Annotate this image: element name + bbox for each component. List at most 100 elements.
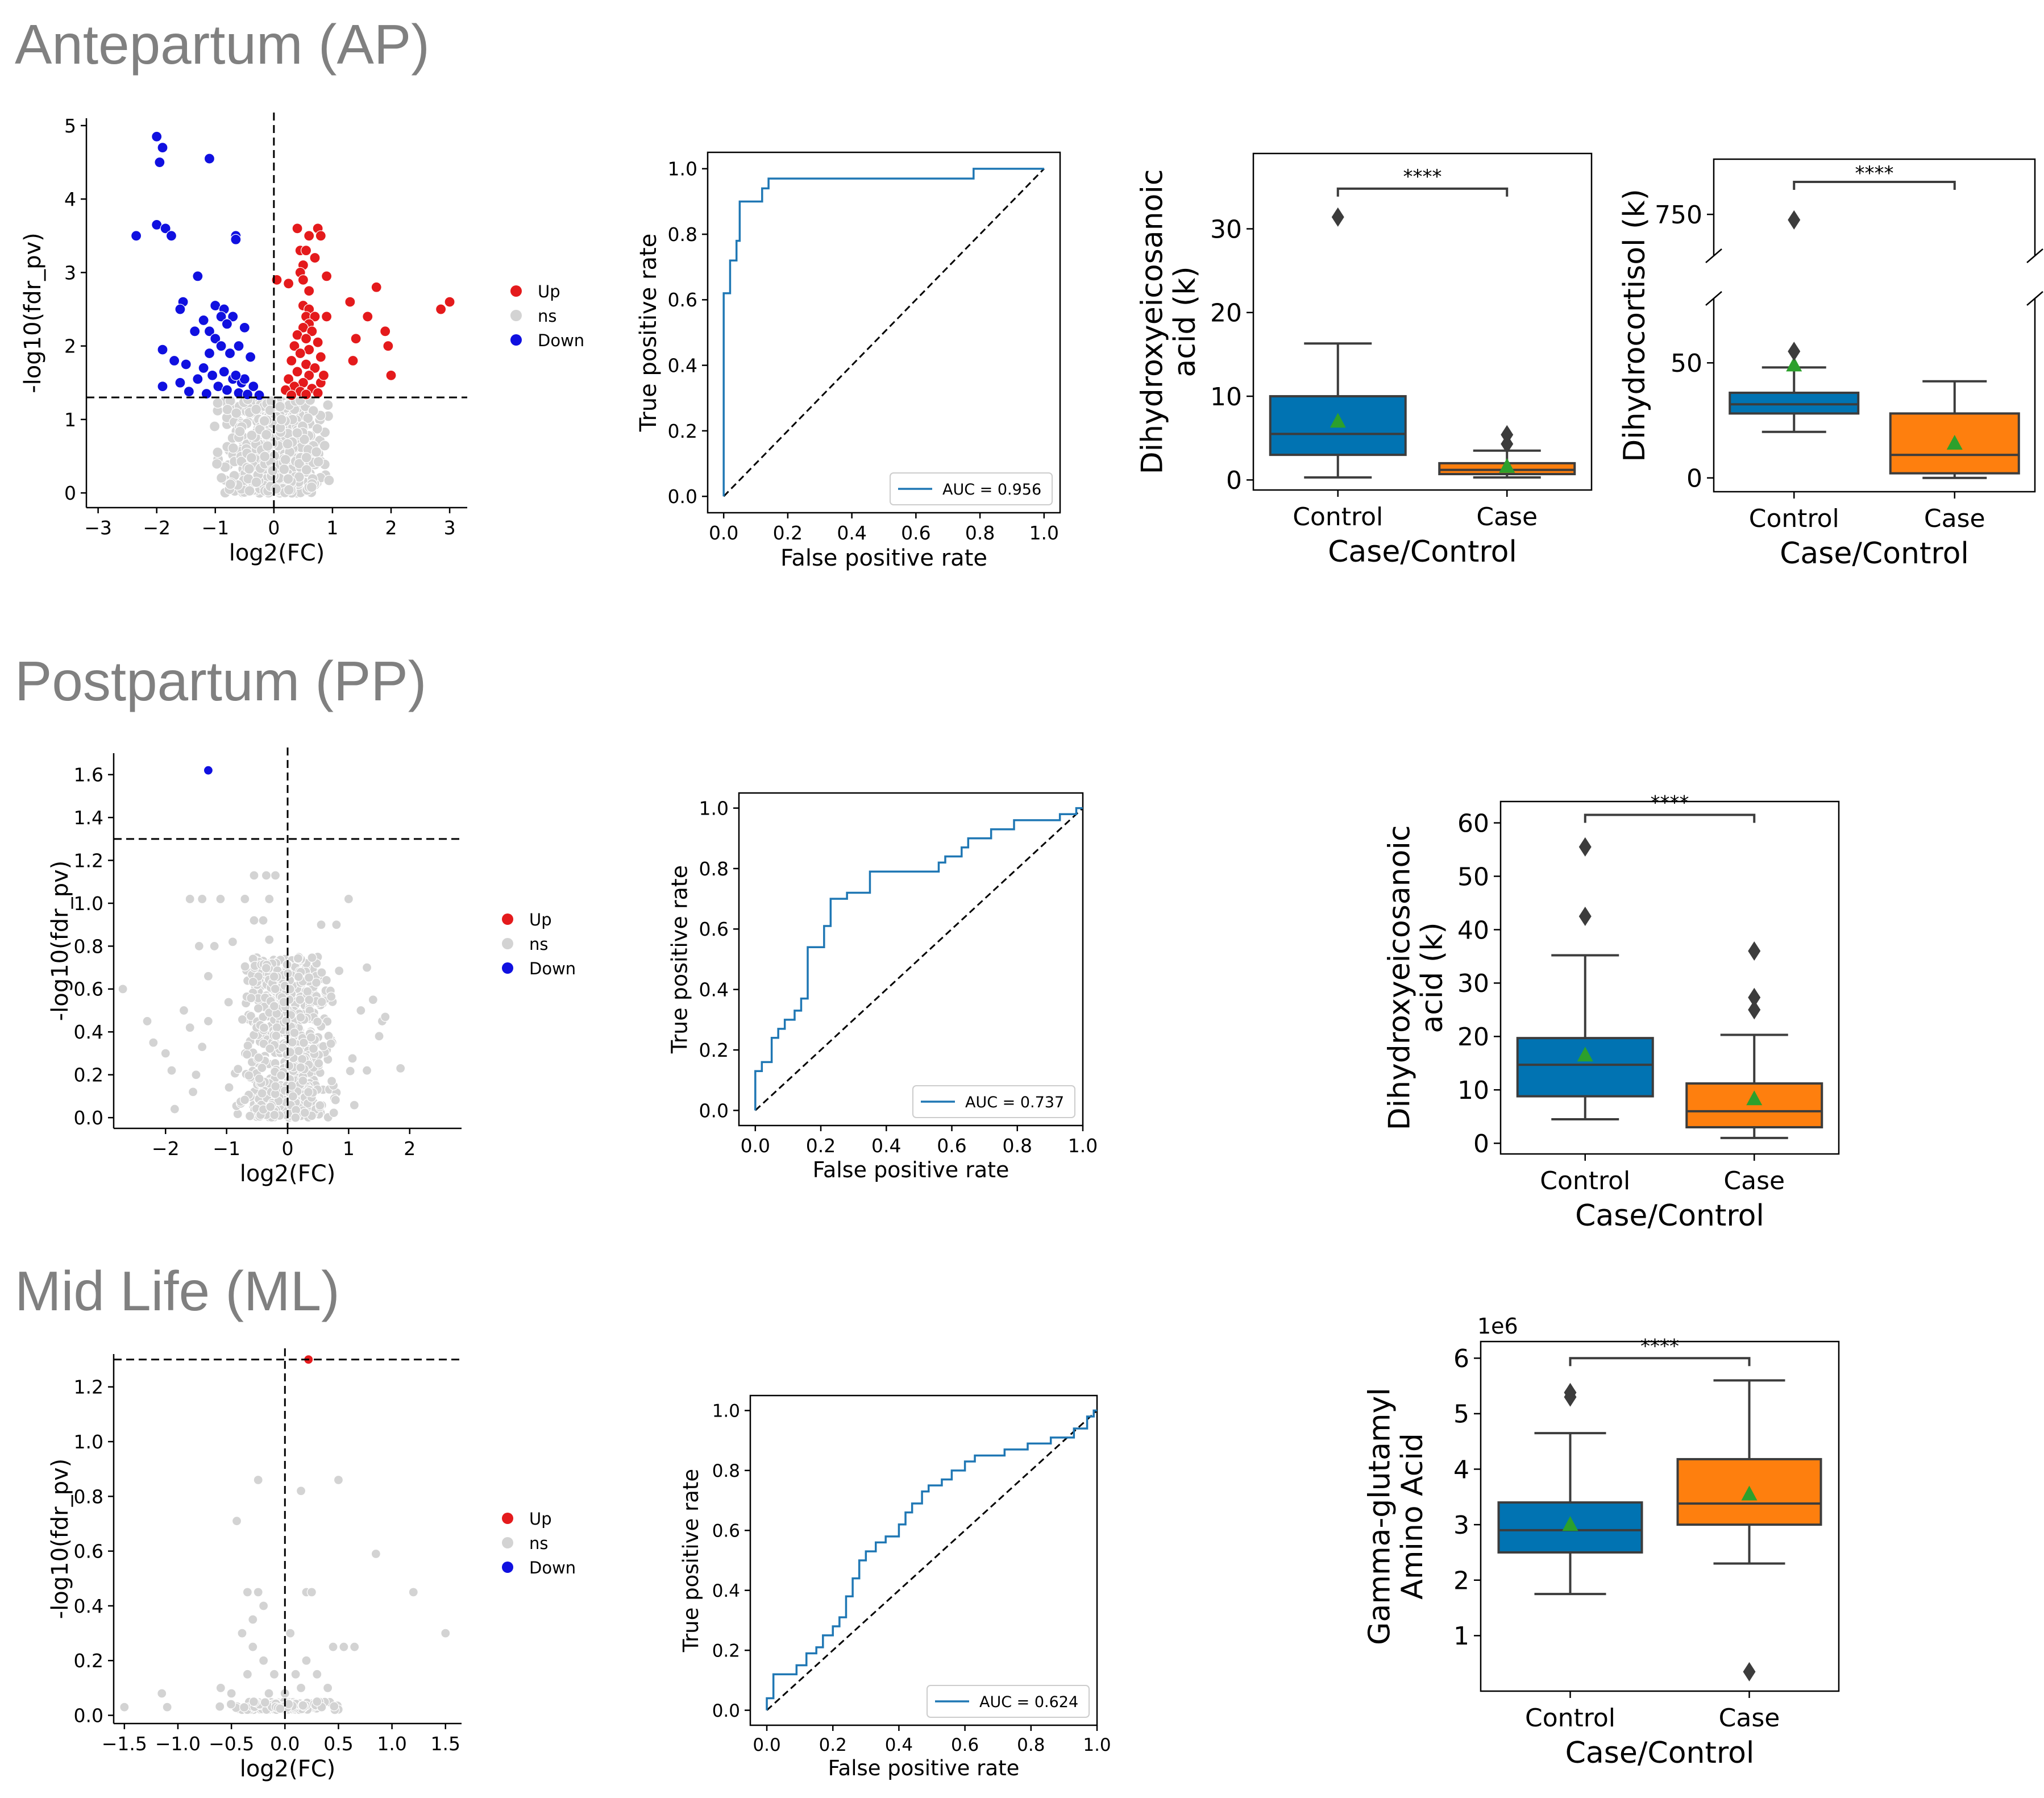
pp_volcano-point-ns xyxy=(270,984,280,994)
ap_volcano-y-tick-label: 0 xyxy=(64,482,76,504)
ap_roc-x-tick-label: 0.8 xyxy=(965,522,995,544)
pp_roc-x-tick-label: 1.0 xyxy=(1068,1135,1098,1157)
ap_volcano-point-ns xyxy=(280,454,291,466)
ml_roc-legend-label: AUC = 0.624 xyxy=(979,1693,1078,1711)
section-title-midlife: Mid Life (ML) xyxy=(15,1260,340,1322)
ap_roc-chance-line xyxy=(723,168,1045,497)
pp_volcano-point-ns xyxy=(258,915,268,925)
pp_volcano-point-ns xyxy=(264,894,275,904)
ap_volcano-point-ns xyxy=(259,451,271,462)
pp_roc-roc-curve xyxy=(754,807,1083,1111)
pp_volcano-point-ns xyxy=(203,1016,214,1027)
pp_box_dihydroxy-y-tick-label: 0 xyxy=(1473,1130,1489,1158)
ml_box_gamma-y-tick-label: 1 xyxy=(1453,1622,1469,1651)
section-title-postpartum: Postpartum (PP) xyxy=(15,650,427,712)
ap_box_dihydroxy-x-axis-label: Case/Control xyxy=(1328,535,1517,569)
pp_volcano-point-ns xyxy=(345,1066,355,1076)
ap_volcano-point-up xyxy=(309,311,321,322)
ap_volcano-point-ns xyxy=(313,456,324,467)
ml_volcano-point-ns xyxy=(323,1683,333,1693)
pp_volcano-point-ns xyxy=(374,1031,384,1041)
ml_volcano-point-ns xyxy=(298,1700,308,1710)
pp_volcano-point-ns xyxy=(308,1044,318,1054)
ap_box_dihydroxy-x-tick-label-case: Case xyxy=(1476,503,1538,531)
ap_roc-legend-box xyxy=(890,472,1053,505)
ap_volcano-point-down xyxy=(175,304,186,315)
pp_volcano-point-ns xyxy=(223,997,234,1007)
ml_volcano-point-ns xyxy=(248,1642,258,1652)
ml_volcano-y-tick-label: 0.4 xyxy=(74,1595,103,1617)
pp_roc-y-tick-label: 0.2 xyxy=(699,1039,729,1061)
pp_volcano-point-ns xyxy=(148,1037,159,1048)
pp_volcano-point-ns xyxy=(272,1022,282,1033)
pp_volcano-point-ns xyxy=(248,977,258,987)
ap_volcano-y-axis-label-line: -log10(fdr_pv) xyxy=(20,232,46,393)
ml_box_gamma-significance-bracket xyxy=(1569,1357,1751,1367)
pp_volcano-point-ns xyxy=(249,915,259,925)
pp_volcano-point-ns xyxy=(300,1107,310,1118)
ml_volcano-y-tick-label: 0.0 xyxy=(74,1704,103,1726)
pp_box_dihydroxy-y-tick-label: 30 xyxy=(1457,969,1489,998)
ml_volcano-point-ns xyxy=(259,1655,269,1666)
ap_roc-x-tick-label: 0.6 xyxy=(901,522,930,544)
ml_box_gamma-offset-label: 1e6 xyxy=(1477,1314,1518,1339)
ap_roc-y-tick-label: 1.0 xyxy=(668,158,697,180)
ap_volcano-point-up xyxy=(283,373,294,385)
ml_roc-chance-line xyxy=(766,1410,1098,1711)
ml_volcano-point-ns xyxy=(275,1704,285,1714)
pp_volcano-point-ns xyxy=(269,1110,280,1120)
pp_roc-x-axis-label: False positive rate xyxy=(813,1157,1009,1182)
pp_roc-y-tick-label: 0.6 xyxy=(699,918,729,940)
pp_box_dihydroxy-y-tick-label: 20 xyxy=(1457,1023,1489,1052)
ap_volcano-point-down xyxy=(230,234,242,245)
ap_volcano-y-tick-label: 1 xyxy=(64,409,76,431)
pp_volcano-point-ns xyxy=(296,1062,306,1073)
ap_volcano-point-ns xyxy=(293,458,305,470)
pp_volcano-point-ns xyxy=(362,962,372,973)
pp_volcano-point-ns xyxy=(246,993,256,1003)
pp_volcano-point-ns xyxy=(244,1111,255,1121)
ml_box_gamma-y-tick-label: 2 xyxy=(1453,1567,1469,1596)
ap_box_dihydroxy-y-axis-label: Dihydroxyeicosanoicacid (k) xyxy=(1136,169,1202,475)
ml_volcano-point-ns xyxy=(242,1669,252,1679)
ap_volcano-point-down xyxy=(131,230,142,242)
pp_volcano-point-ns xyxy=(307,953,317,963)
ap_volcano-point-ns xyxy=(227,442,239,454)
pp_volcano-point-ns xyxy=(197,894,207,904)
ap_volcano-point-down xyxy=(233,341,244,352)
pp_volcano-point-ns xyxy=(261,870,272,881)
ap_roc-x-tick-label: 0.0 xyxy=(709,522,738,544)
ml_volcano-y-tick-label: 0.2 xyxy=(74,1650,103,1672)
ap_volcano-point-down xyxy=(151,131,163,142)
ml_volcano-point-ns xyxy=(226,1688,236,1699)
pp_volcano-y-tick-label: 0.2 xyxy=(74,1064,103,1086)
ap_volcano-point-up xyxy=(350,333,362,344)
ml_volcano-x-tick-label: 1.5 xyxy=(431,1733,460,1755)
pp_volcano-point-ns xyxy=(197,1042,207,1052)
ap_volcano-point-ns xyxy=(282,438,293,450)
ml_box_gamma-x-tick-label-control: Control xyxy=(1525,1704,1615,1733)
ap_volcano-point-down xyxy=(230,369,242,381)
pp_volcano-legend-marker-ns xyxy=(502,938,513,949)
ap_volcano-point-ns xyxy=(292,427,303,439)
pp_volcano-point-ns xyxy=(178,1005,189,1016)
pp_volcano-point-ns xyxy=(237,1014,247,1025)
pp_box_dihydroxy-significance-label: **** xyxy=(1651,791,1689,814)
pp_volcano-point-ns xyxy=(232,1109,243,1119)
ap_volcano-y-axis-label: -log10(fdr_pv) xyxy=(20,232,46,393)
pp_volcano-point-ns xyxy=(215,894,226,904)
ap_roc-roc-curve xyxy=(722,168,1044,497)
pp_volcano-point-ns xyxy=(185,1023,195,1033)
ap_roc-y-tick-label: 0.2 xyxy=(668,420,697,442)
pp_volcano-point-ns xyxy=(347,1053,358,1064)
ap_volcano-point-down xyxy=(203,347,215,359)
ap_volcano-x-tick-label: −1 xyxy=(201,517,229,539)
pp_volcano-point-ns xyxy=(271,1031,281,1041)
ml_roc-y-tick-label: 0.6 xyxy=(712,1521,740,1541)
ml_volcano-x-tick-label: 0.0 xyxy=(270,1733,300,1755)
ap_volcano-point-up xyxy=(297,274,309,285)
ml_volcano-point-ns xyxy=(119,1702,130,1712)
ml_volcano-point-ns xyxy=(242,1587,252,1597)
pp_roc-plot-frame xyxy=(738,792,1084,1127)
